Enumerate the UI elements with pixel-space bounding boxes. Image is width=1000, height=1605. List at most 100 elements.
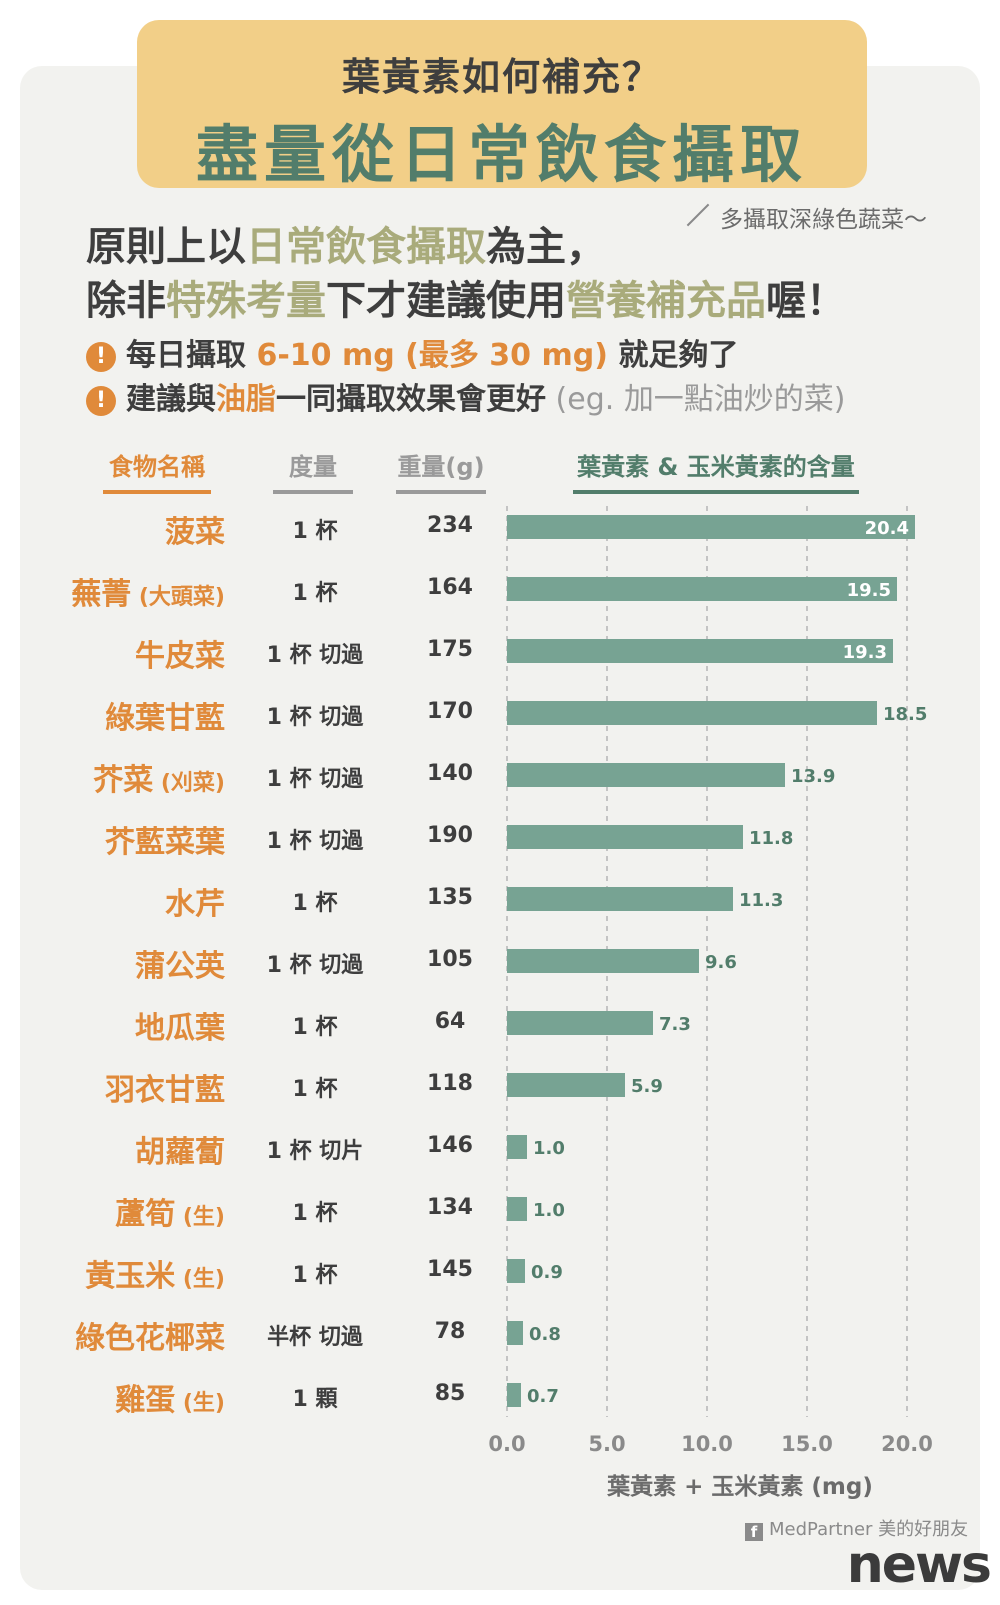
weight-cell: 118 xyxy=(427,1071,473,1096)
column-header-content: 葉黃素 & 玉米黃素的含量 xyxy=(573,447,859,494)
food-name: 牛皮菜 xyxy=(135,631,225,675)
bullet-text: 建議與 xyxy=(126,382,216,417)
food-name: 羽衣甘藍 xyxy=(105,1065,225,1109)
bar xyxy=(507,1259,525,1283)
principle-text: 原則上以 xyxy=(86,224,246,270)
food-name: 綠色花椰菜 xyxy=(75,1313,225,1357)
bar-value-label: 0.7 xyxy=(527,1386,559,1407)
food-name: 綠葉甘藍 xyxy=(105,693,225,737)
weight-cell: 135 xyxy=(427,885,473,910)
bullet-daily-intake: ! 每日攝取 6-10 mg (最多 30 mg) 就足夠了 xyxy=(86,330,738,374)
weight-cell: 64 xyxy=(434,1009,466,1034)
food-name-note: (生) xyxy=(175,1205,225,1230)
food-name-text: 羽衣甘藍 xyxy=(105,1073,225,1108)
food-name-text: 胡蘿蔔 xyxy=(135,1135,225,1170)
measure-cell: 1 杯 xyxy=(292,1201,338,1226)
food-name: 芥菜 (刈菜) xyxy=(93,755,225,799)
bar xyxy=(507,949,699,973)
bar xyxy=(507,1073,625,1097)
exclamation-icon: ! xyxy=(86,342,116,372)
x-tick-label: 20.0 xyxy=(881,1432,933,1456)
food-name-text: 黃玉米 xyxy=(85,1259,176,1294)
content-card xyxy=(20,66,980,1590)
food-name-note: (大頭菜) xyxy=(131,585,225,610)
bar-value-label: 1.0 xyxy=(533,1200,565,1221)
principle-highlight: 營養補充品 xyxy=(566,278,766,324)
food-name-text: 蘆筍 xyxy=(115,1197,176,1232)
measure-cell: 1 杯 xyxy=(292,519,338,544)
food-name-text: 芥菜 xyxy=(93,763,154,798)
food-name: 雞蛋 (生) xyxy=(115,1375,225,1419)
food-name-note: (生) xyxy=(175,1267,225,1292)
column-header-food: 食物名稱 xyxy=(103,447,211,494)
measure-cell: 1 杯 切過 xyxy=(266,767,364,792)
bar-value-label: 0.9 xyxy=(531,1262,563,1283)
bar-value-label: 18.5 xyxy=(883,704,927,725)
bar xyxy=(507,887,733,911)
food-name-note: (刈菜) xyxy=(153,771,225,796)
measure-cell: 1 杯 xyxy=(292,891,338,916)
food-name-text: 蒲公英 xyxy=(135,949,225,984)
measure-cell: 半杯 切過 xyxy=(267,1325,363,1350)
measure-cell: 1 顆 xyxy=(292,1387,338,1412)
food-name: 胡蘿蔔 xyxy=(135,1127,225,1171)
food-name-text: 綠葉甘藍 xyxy=(105,701,225,736)
facebook-icon: f xyxy=(745,1523,763,1541)
measure-cell: 1 杯 xyxy=(292,1263,338,1288)
weight-cell: 78 xyxy=(434,1319,466,1344)
x-tick-label: 0.0 xyxy=(488,1432,525,1456)
principle-text: 除非 xyxy=(86,278,166,324)
bar-value-label: 11.8 xyxy=(749,828,793,849)
x-tick-label: 15.0 xyxy=(781,1432,833,1456)
food-name: 蕪菁 (大頭菜) xyxy=(71,569,225,613)
bar-value-label: 7.3 xyxy=(659,1014,691,1035)
bullet-text: 一同攝取效果會更好 xyxy=(276,382,546,417)
weight-cell: 85 xyxy=(434,1381,466,1406)
weight-cell: 145 xyxy=(427,1257,473,1282)
food-name: 蒲公英 xyxy=(135,941,225,985)
bar-value-label: 13.9 xyxy=(791,766,835,787)
column-header-measure: 度量 xyxy=(273,447,353,494)
principle-highlight: 日常飲食攝取 xyxy=(246,224,486,270)
bar-value-label: 1.0 xyxy=(533,1138,565,1159)
food-name-note: (生) xyxy=(175,1391,225,1416)
measure-cell: 1 杯 xyxy=(292,1015,338,1040)
food-name: 黃玉米 (生) xyxy=(85,1251,225,1295)
measure-cell: 1 杯 切過 xyxy=(266,829,364,854)
credit-text: MedPartner 美的好朋友 xyxy=(769,1519,969,1540)
bar xyxy=(507,1383,521,1407)
measure-cell: 1 杯 切過 xyxy=(266,643,364,668)
weight-cell: 140 xyxy=(427,761,473,786)
credit: f MedPartner 美的好朋友 xyxy=(745,1515,968,1541)
principle-text: 喔！ xyxy=(766,278,846,324)
bullet-with-oil: ! 建議與油脂一同攝取效果會更好 (eg. 加一點油炒的菜) xyxy=(86,374,846,418)
weight-cell: 190 xyxy=(427,823,473,848)
exclamation-icon: ! xyxy=(86,386,116,416)
principle-line-1: 原則上以日常飲食攝取為主， xyxy=(86,214,606,272)
bar xyxy=(507,701,877,725)
bar-value-label: 9.6 xyxy=(705,952,737,973)
bullet-highlight: 6-10 mg (最多 30 mg) xyxy=(256,338,608,373)
bar-value-label: 11.3 xyxy=(739,890,783,911)
x-tick-label: 10.0 xyxy=(681,1432,733,1456)
food-name: 蘆筍 (生) xyxy=(115,1189,225,1233)
bullet-example: (eg. 加一點油炒的菜) xyxy=(546,382,846,417)
principle-text: 為主， xyxy=(486,224,606,270)
bullet-text: 每日攝取 xyxy=(126,338,257,373)
food-name-text: 地瓜葉 xyxy=(135,1011,225,1046)
food-name: 菠菜 xyxy=(165,507,225,551)
bar xyxy=(507,1135,527,1159)
measure-cell: 1 杯 xyxy=(292,1077,338,1102)
food-name-text: 水芹 xyxy=(165,887,225,922)
weight-cell: 105 xyxy=(427,947,473,972)
x-tick-label: 5.0 xyxy=(588,1432,625,1456)
principle-line-2: 除非特殊考量下才建議使用營養補充品喔！ xyxy=(86,268,846,326)
food-name-text: 菠菜 xyxy=(165,515,225,550)
bar xyxy=(507,825,743,849)
weight-cell: 146 xyxy=(427,1133,473,1158)
bar-value-label: 19.3 xyxy=(843,642,887,663)
principle-text: 下才建議使用 xyxy=(326,278,566,324)
measure-cell: 1 杯 切片 xyxy=(266,1139,364,1164)
food-name: 地瓜葉 xyxy=(135,1003,225,1047)
